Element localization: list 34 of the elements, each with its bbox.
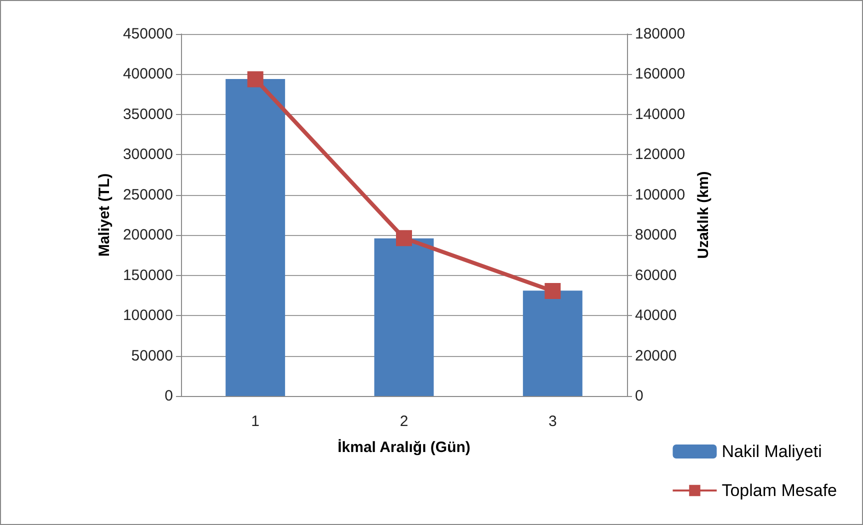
legend-label: Toplam Mesafe	[722, 481, 838, 500]
y-tick-label: 200000	[122, 226, 173, 244]
y2-tick-label: 180000	[635, 26, 686, 42]
y-axis-title: Maliyet (TL)	[96, 173, 114, 257]
y-tick-label: 100000	[122, 307, 173, 324]
y2-tick-label: 20000	[635, 347, 677, 364]
y2-axis-title: Uzaklık (km)	[694, 171, 712, 259]
y2-tick-label: 0	[635, 388, 644, 404]
y2-tick-label: 40000	[635, 307, 677, 324]
bar	[374, 238, 434, 396]
legend-label: Nakil Maliyeti	[722, 442, 822, 461]
x-tick-label: 1	[251, 413, 260, 430]
x-axis-title: İkmal Aralığı (Gün)	[338, 439, 470, 456]
y2-tick-label: 140000	[635, 106, 686, 123]
y-tick-label: 450000	[122, 26, 173, 42]
bar	[226, 79, 286, 396]
y-tick-label: 250000	[122, 186, 173, 204]
y-tick-label: 150000	[122, 266, 173, 284]
y-tick-label: 0	[164, 388, 173, 404]
y-tick-label: 400000	[122, 66, 173, 83]
y2-tick-label: 100000	[635, 186, 686, 204]
y2-tick-label: 80000	[635, 226, 677, 244]
point	[247, 71, 264, 88]
point	[544, 283, 561, 300]
y-tick-label: 350000	[122, 106, 173, 123]
point	[396, 230, 412, 246]
bar	[522, 290, 582, 396]
x-tick-label: 3	[548, 413, 557, 430]
y-tick-label: 50000	[131, 347, 173, 364]
y-tick-label: 300000	[122, 146, 173, 164]
y2-tick-label: 160000	[635, 66, 686, 83]
y2-tick-label: 120000	[635, 146, 686, 164]
x-tick-label: 2	[400, 413, 408, 430]
y2-tick-label: 60000	[635, 266, 677, 284]
